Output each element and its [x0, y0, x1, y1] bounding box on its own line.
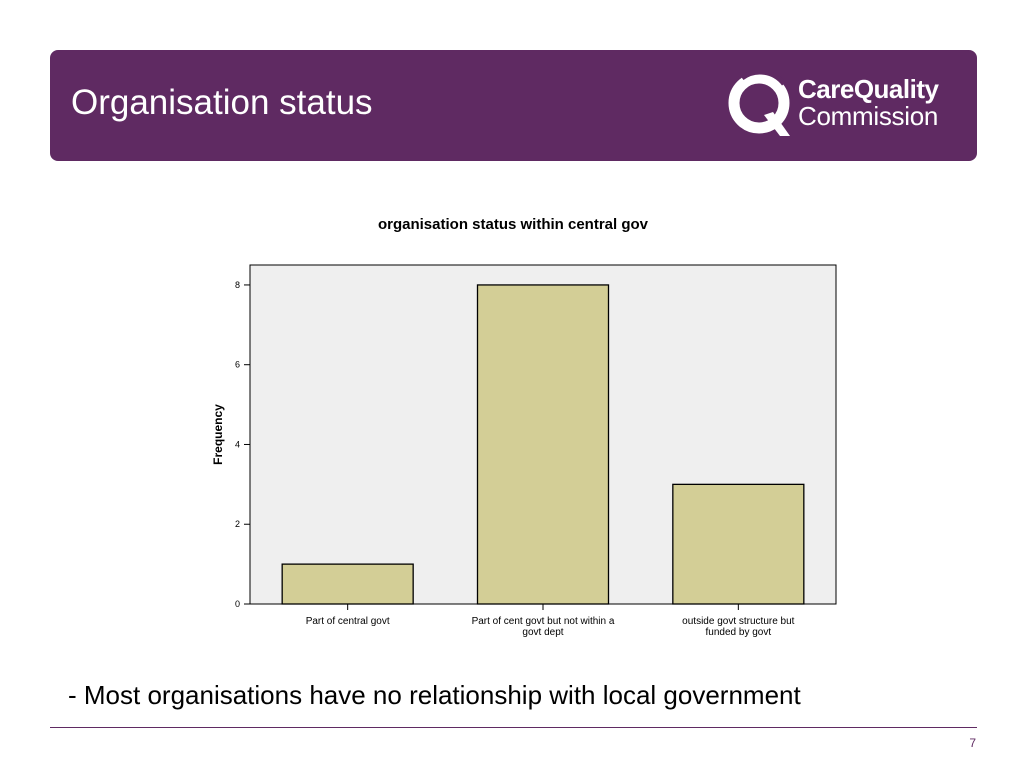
x-tick-label: Part of cent govt but not within a: [472, 616, 615, 627]
logo-line-2: Commission: [798, 101, 939, 131]
cqc-logo: CareQuality Commission: [728, 70, 958, 142]
slide-header: Organisation status CareQuality Commissi…: [50, 50, 977, 161]
y-tick-label: 8: [235, 280, 240, 290]
x-tick-label: funded by govt: [706, 627, 772, 638]
x-tick-label: outside govt structure but: [682, 616, 795, 627]
y-tick-label: 2: [235, 519, 240, 529]
cqc-q-logo-icon: [728, 70, 790, 136]
logo-wordmark: CareQuality Commission: [798, 74, 939, 131]
bar: [281, 563, 414, 605]
y-tick-label: 6: [235, 360, 240, 370]
bullet-text: - Most organisations have no relationshi…: [68, 680, 801, 710]
y-axis-label: Frequency: [211, 404, 225, 465]
x-tick-label: govt dept: [522, 627, 563, 638]
page-number: 7: [969, 736, 976, 750]
y-tick-label: 4: [235, 439, 240, 449]
bar: [672, 483, 805, 605]
slide-title: Organisation status: [71, 83, 373, 122]
bar-chart: organisation status within central gov 0 2…: [180, 200, 880, 660]
bar-chart-svg: organisation status within central gov 0 2…: [211, 216, 837, 638]
footer-divider: [50, 727, 977, 728]
bar: [476, 284, 610, 605]
logo-line-1: CareQuality: [798, 74, 939, 104]
y-tick-label: 0: [235, 599, 240, 609]
chart-title: organisation status within central gov: [378, 216, 649, 233]
x-tick-label: Part of central govt: [306, 616, 390, 627]
